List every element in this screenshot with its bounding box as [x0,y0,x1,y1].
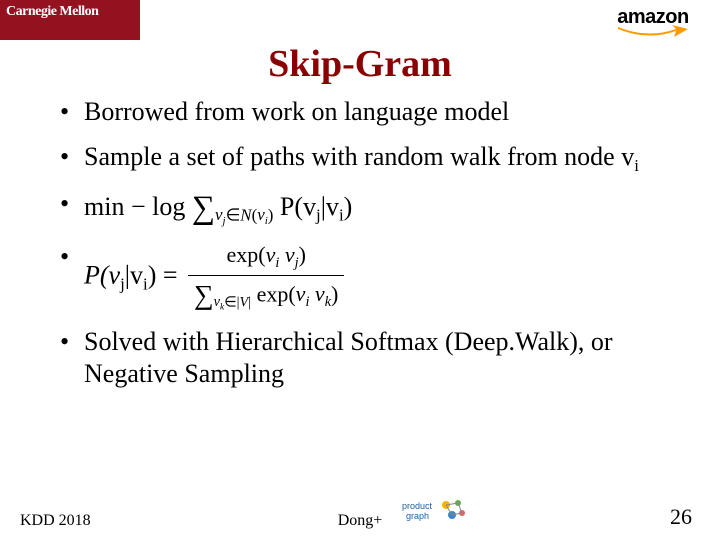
slide-title: Skip-Gram [0,42,720,86]
bullet-3-formula: min − log ∑vj∈N(vi) P(vj|vi) [56,188,680,229]
fraction: exp(vi vj)∑vk∈|V| exp(vi vk) [188,241,344,314]
amazon-wordmark: amazon [614,6,692,29]
svg-text:graph: graph [406,511,429,521]
bullet-2-text: Sample a set of paths with random walk f… [84,142,634,171]
b4-bar: |v [125,260,143,289]
bullet-1-text: Borrowed from work on language model [84,97,509,126]
cmu-logo: Carnegie Mellon [0,0,140,40]
sigma-icon: ∑ [194,279,214,310]
b4-eq: ) = [148,260,184,289]
svg-text:product: product [402,501,433,511]
fraction-numerator: exp(vi vj) [188,241,344,275]
fraction-denominator: ∑vk∈|V| exp(vi vk) [188,275,344,314]
b3-close: ) [344,191,353,220]
b4-p: P(v [84,260,120,289]
bullet-2: Sample a set of paths with random walk f… [56,141,680,176]
footer-center: Dong+ [0,512,720,530]
bullet-2-sub: i [634,155,639,174]
product-graph-icon: product graph [400,497,470,532]
bullet-5: Solved with Hierarchical Softmax (Deep.W… [56,326,680,391]
b3-p: P(v [273,191,316,220]
page-number: 26 [670,504,692,530]
slide-footer: KDD 2018 Dong+ product graph 26 [0,498,720,530]
bullet-4-formula: P(vj|vi) = exp(vi vj)∑vk∈|V| exp(vi vk) [56,241,680,314]
cmu-logo-text: Carnegie Mellon [6,4,98,20]
bullet-5-text: Solved with Hierarchical Softmax (Deep.W… [84,327,613,389]
sigma-icon: ∑ [192,190,215,226]
b3-bar: |v [321,191,339,220]
slide-body: Borrowed from work on language model Sam… [56,96,680,403]
bullet-1: Borrowed from work on language model [56,96,680,129]
b3-min: min − log [84,191,192,220]
amazon-logo: amazon [614,6,692,39]
